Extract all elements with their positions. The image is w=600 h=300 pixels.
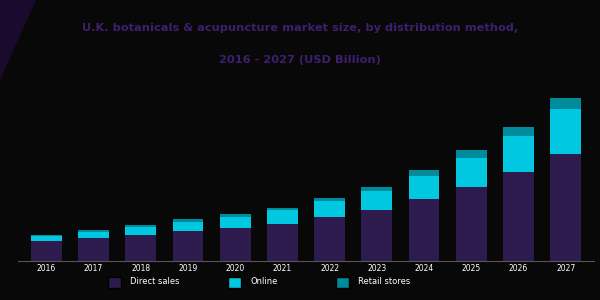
Text: Direct sales: Direct sales xyxy=(130,277,180,286)
Bar xyxy=(173,231,203,261)
Bar xyxy=(78,232,109,238)
Text: Online: Online xyxy=(250,277,278,286)
FancyBboxPatch shape xyxy=(108,277,121,287)
Text: 2016 - 2027 (USD Billion): 2016 - 2027 (USD Billion) xyxy=(219,55,381,64)
FancyBboxPatch shape xyxy=(228,277,241,287)
Bar xyxy=(78,238,109,261)
Bar xyxy=(503,127,534,136)
Bar xyxy=(220,228,251,261)
Bar xyxy=(456,158,487,187)
Bar xyxy=(314,217,345,261)
Bar xyxy=(550,109,581,154)
Bar xyxy=(173,222,203,231)
Bar xyxy=(550,98,581,109)
Bar xyxy=(125,226,156,235)
Bar xyxy=(503,136,534,172)
Polygon shape xyxy=(0,0,36,80)
Bar xyxy=(31,241,62,261)
Bar xyxy=(220,217,251,228)
Bar xyxy=(361,191,392,210)
Bar xyxy=(550,154,581,261)
Bar xyxy=(31,236,62,241)
Bar xyxy=(409,200,439,261)
Bar xyxy=(267,208,298,210)
Bar xyxy=(267,224,298,261)
FancyBboxPatch shape xyxy=(336,277,349,287)
Bar xyxy=(267,210,298,224)
Text: U.K. botanicals & acupuncture market size, by distribution method,: U.K. botanicals & acupuncture market siz… xyxy=(82,23,518,33)
Bar xyxy=(409,170,439,176)
Bar xyxy=(125,225,156,226)
Bar xyxy=(173,219,203,222)
Bar xyxy=(31,235,62,236)
Bar xyxy=(361,210,392,261)
Bar xyxy=(456,151,487,158)
Bar xyxy=(314,201,345,217)
Bar xyxy=(220,214,251,217)
Bar xyxy=(409,176,439,200)
Bar xyxy=(503,172,534,261)
Bar xyxy=(314,198,345,201)
Bar xyxy=(78,230,109,232)
Bar xyxy=(361,187,392,191)
Text: Retail stores: Retail stores xyxy=(358,277,410,286)
Bar xyxy=(456,187,487,261)
Bar xyxy=(125,235,156,261)
